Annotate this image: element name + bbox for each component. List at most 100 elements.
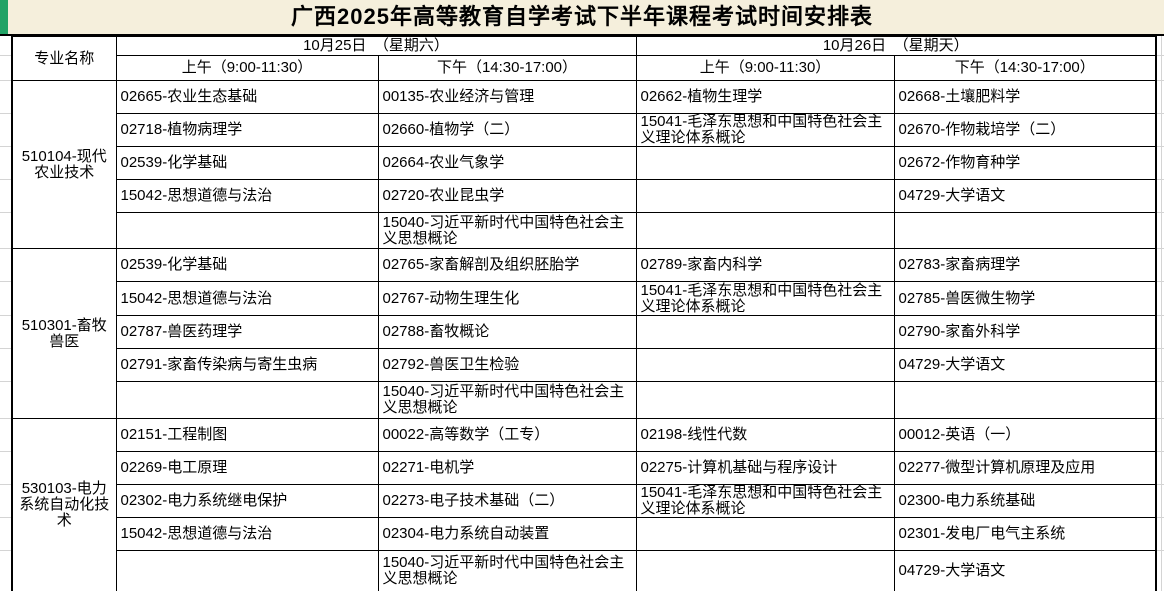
course-cell [893,212,1157,249]
table-row: 510104-现代农业技术 02665-农业生态基础 00135-农业经济与管理… [11,80,1157,249]
gridline-stub [1155,281,1164,282]
table-row: 15040-习近平新时代中国特色社会主义思想概论 [12,212,1157,249]
gridline-stub [1155,348,1164,349]
table-row: 02539-化学基础 02664-农业气象学 02672-作物育种学 [12,146,1157,180]
specialty-cell-510104: 510104-现代农业技术 [11,80,117,249]
session-header-oct26-pm: 下午（14:30-17:00） [893,55,1157,81]
gridline-stub [1155,550,1164,551]
course-cell: 15041-毛泽东思想和中国特色社会主义理论体系概论 [635,484,895,518]
course-cell: 02277-微型计算机原理及应用 [893,451,1157,485]
right-gridline [1161,36,1162,591]
course-cell: 00012-英语（一） [893,418,1157,452]
course-cell: 15042-思想道德与法治 [115,517,379,551]
table-row: 02787-兽医药理学 02788-畜牧概论 02790-家畜外科学 [12,315,1157,349]
course-cell: 02668-土壤肥料学 [893,80,1157,114]
gridline-stub [0,281,11,282]
gridline-stub [0,550,11,551]
course-cell [635,381,895,419]
course-cell: 02662-植物生理学 [635,80,895,114]
course-cell: 02792-兽医卫生检验 [377,348,637,382]
gridline-stub [1155,179,1164,180]
table-row: 15042-思想道德与法治 02304-电力系统自动装置 02301-发电厂电气… [12,517,1157,551]
course-cell: 02790-家畜外科学 [893,315,1157,349]
date-header-row: 专业名称 10月25日 （星期六） 10月26日 （星期天） [11,36,1157,81]
course-cell: 02664-农业气象学 [377,146,637,180]
gridline-stub [0,517,11,518]
course-cell [115,212,379,249]
gridline-stub [0,212,11,213]
course-cell: 02720-农业昆虫学 [377,179,637,213]
gridline-stub [1155,113,1164,114]
gridline-stub [0,113,11,114]
course-cell: 15042-思想道德与法治 [115,179,379,213]
course-cell: 15042-思想道德与法治 [115,281,379,316]
course-cell: 02273-电子技术基础（二） [377,484,637,518]
gridline-stub [1155,381,1164,382]
gridline-stub [0,55,11,56]
course-cell [893,381,1157,419]
course-cell: 02539-化学基础 [115,146,379,180]
gridline-stub [0,248,11,249]
page-title: 广西2025年高等教育自学考试下半年课程考试时间安排表 [291,4,873,29]
course-cell [635,179,895,213]
course-cell: 02767-动物生理生化 [377,281,637,316]
table-row: 510301-畜牧兽医 02539-化学基础 02765-家畜解剖及组织胚胎学 … [11,248,1157,419]
course-cell: 00135-农业经济与管理 [377,80,637,114]
gridline-stub [0,348,11,349]
gridline-stub [1155,315,1164,316]
table-row: 02791-家畜传染病与寄生虫病 02792-兽医卫生检验 04729-大学语文 [12,348,1157,382]
gridline-stub [0,451,11,452]
course-cell: 00022-高等数学（工专） [377,418,637,452]
course-cell: 15040-习近平新时代中国特色社会主义思想概论 [377,381,637,419]
course-cell [115,550,379,591]
right-gridline-margin [1155,36,1164,591]
gridline-stub [1155,451,1164,452]
table-row: 15042-思想道德与法治 02767-动物生理生化 15041-毛泽东思想和中… [12,281,1157,316]
gridline-stub [1155,517,1164,518]
course-cell: 02785-兽医微生物学 [893,281,1157,316]
course-cell: 02301-发电厂电气主系统 [893,517,1157,551]
course-cell [635,550,895,591]
course-cell: 04729-大学语文 [893,550,1157,591]
date-header-oct25: 10月25日 （星期六） [115,36,637,56]
course-cell: 02660-植物学（二） [377,113,637,147]
course-cell: 02300-电力系统基础 [893,484,1157,518]
gridline-stub [0,179,11,180]
course-cell: 04729-大学语文 [893,348,1157,382]
table-row: 15040-习近平新时代中国特色社会主义思想概论 04729-大学语文 [12,550,1157,591]
course-cell: 02787-兽医药理学 [115,315,379,349]
course-cell: 02198-线性代数 [635,418,895,452]
session-header-oct26-am: 上午（9:00-11:30） [635,55,895,81]
course-cell: 02718-植物病理学 [115,113,379,147]
course-cell: 15041-毛泽东思想和中国特色社会主义理论体系概论 [635,113,895,147]
green-accent-strip [0,0,8,34]
course-cell [115,381,379,419]
gridline-stub [0,146,11,147]
gridline-stub [1155,418,1164,419]
left-gridline-margin [0,36,11,591]
course-cell: 02151-工程制图 [115,418,379,452]
gridline-stub [1155,212,1164,213]
gridline-stub [0,418,11,419]
course-cell [635,315,895,349]
gridline-stub [1155,80,1164,81]
course-cell [635,348,895,382]
course-cell: 15041-毛泽东思想和中国特色社会主义理论体系概论 [635,281,895,316]
course-cell [635,517,895,551]
course-cell: 02271-电机学 [377,451,637,485]
course-cell: 02539-化学基础 [115,248,379,282]
specialty-cell-530103: 530103-电力系统自动化技术 [11,418,117,591]
course-cell: 02783-家畜病理学 [893,248,1157,282]
course-cell: 02789-家畜内科学 [635,248,895,282]
table-row: 15040-习近平新时代中国特色社会主义思想概论 [12,381,1157,419]
specialty-cell-510301: 510301-畜牧兽医 [11,248,117,419]
course-cell: 02670-作物栽培学（二） [893,113,1157,147]
exam-schedule-table: 专业名称 10月25日 （星期六） 10月26日 （星期天） 上午（9:00-1… [11,36,1157,591]
course-cell [635,212,895,249]
course-cell: 04729-大学语文 [893,179,1157,213]
course-cell: 02269-电工原理 [115,451,379,485]
course-cell: 02765-家畜解剖及组织胚胎学 [377,248,637,282]
date-header-oct26: 10月26日 （星期天） [635,36,1157,56]
course-cell: 02665-农业生态基础 [115,80,379,114]
